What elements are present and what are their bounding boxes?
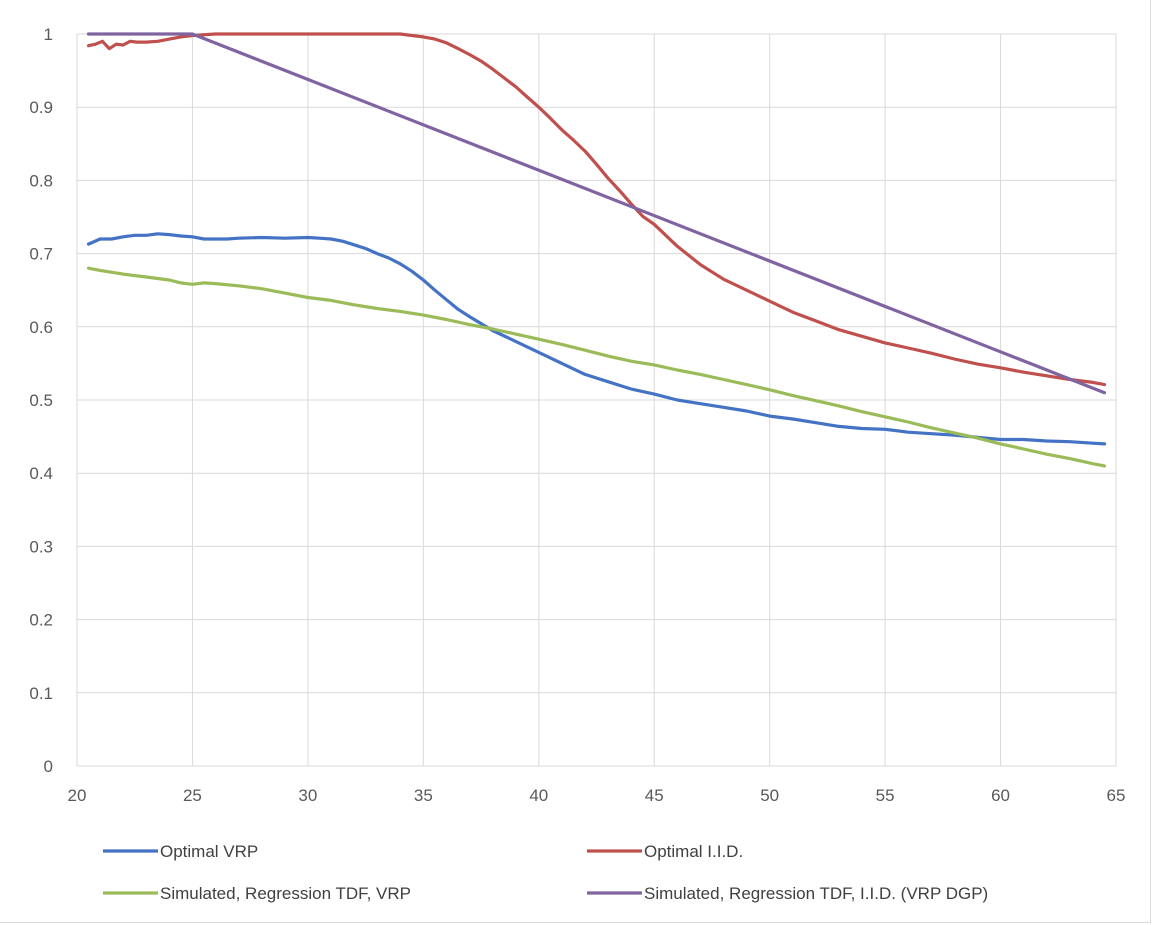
x-tick-label: 40 bbox=[529, 786, 548, 805]
legend-label: Optimal I.I.D. bbox=[644, 842, 743, 861]
x-tick-label: 55 bbox=[876, 786, 895, 805]
y-tick-label: 1 bbox=[44, 25, 53, 44]
series-lines bbox=[86, 32, 1107, 468]
y-tick-label: 0.7 bbox=[29, 245, 53, 264]
series-line-2 bbox=[86, 32, 1107, 387]
y-tick-label: 0.9 bbox=[29, 98, 53, 117]
series-line-4 bbox=[86, 32, 1107, 395]
y-tick-label: 0 bbox=[44, 757, 53, 776]
legend: Optimal VRP Optimal I.I.D. Simulated, Regr… bbox=[103, 842, 988, 903]
y-tick-label: 0.2 bbox=[29, 611, 53, 630]
x-tick-label: 20 bbox=[68, 786, 87, 805]
y-tick-label: 0.6 bbox=[29, 318, 53, 337]
series-line-3 bbox=[86, 266, 1107, 468]
legend-label: Simulated, Regression TDF, I.I.D. (VRP D… bbox=[644, 884, 988, 903]
x-tick-label: 50 bbox=[760, 786, 779, 805]
y-tick-label: 0.1 bbox=[29, 684, 53, 703]
x-tick-label: 35 bbox=[414, 786, 433, 805]
y-tick-label: 0.4 bbox=[29, 464, 53, 483]
legend-label: Simulated, Regression TDF, VRP bbox=[160, 884, 411, 903]
x-tick-label: 45 bbox=[645, 786, 664, 805]
x-tick-label: 60 bbox=[991, 786, 1010, 805]
x-axis-ticks: 20 25 30 35 40 45 50 55 60 65 bbox=[68, 786, 1126, 805]
legend-label: Optimal VRP bbox=[160, 842, 258, 861]
x-tick-label: 65 bbox=[1107, 786, 1126, 805]
y-tick-label: 0.3 bbox=[29, 537, 53, 556]
y-tick-label: 0.5 bbox=[29, 391, 53, 410]
series-line-1 bbox=[86, 232, 1107, 446]
y-tick-label: 0.8 bbox=[29, 171, 53, 190]
x-tick-label: 25 bbox=[183, 786, 202, 805]
x-tick-label: 30 bbox=[298, 786, 317, 805]
gridlines bbox=[76, 33, 1117, 767]
y-axis-ticks: 0 0.1 0.2 0.3 0.4 0.5 0.6 0.7 0.8 0.9 1 bbox=[29, 25, 53, 776]
